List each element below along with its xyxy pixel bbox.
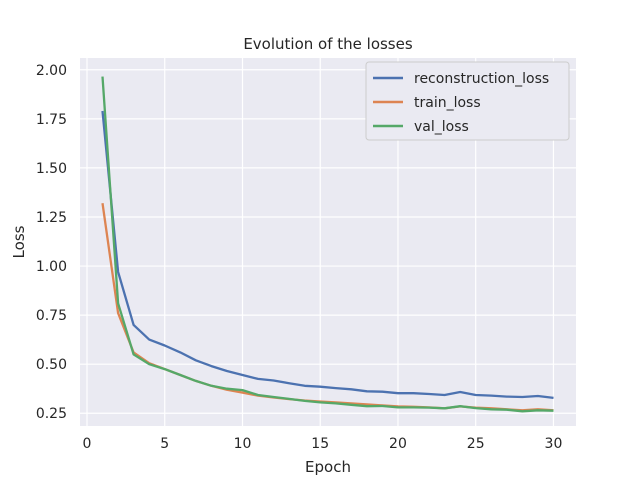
y-tick-label: 1.75 bbox=[36, 112, 67, 128]
x-axis-label: Epoch bbox=[305, 458, 351, 476]
legend-label-val-loss: val_loss bbox=[414, 119, 469, 135]
series-lines bbox=[101, 76, 554, 413]
x-tick-label: 10 bbox=[234, 436, 252, 452]
chart-title: Evolution of the losses bbox=[243, 35, 413, 53]
y-tick-labels: 0.25 0.50 0.75 1.00 1.25 1.50 1.75 2.00 bbox=[36, 63, 67, 422]
y-axis-label: Loss bbox=[10, 225, 28, 258]
legend-box bbox=[365, 61, 570, 141]
y-tick-label: 1.00 bbox=[36, 259, 67, 275]
x-tick-label: 15 bbox=[311, 436, 329, 452]
legend: reconstruction_loss train_loss val_loss bbox=[365, 61, 570, 141]
legend-label-reconstruction-loss: reconstruction_loss bbox=[414, 71, 549, 87]
x-tick-label: 30 bbox=[545, 436, 563, 452]
y-tick-label: 2.00 bbox=[36, 63, 67, 79]
y-tick-label: 1.50 bbox=[36, 161, 67, 177]
x-tick-label: 20 bbox=[389, 436, 407, 452]
y-tick-label: 0.25 bbox=[36, 406, 67, 422]
legend-label-train-loss: train_loss bbox=[414, 95, 481, 111]
y-tick-label: 0.75 bbox=[36, 308, 67, 324]
y-tick-label: 0.50 bbox=[36, 357, 67, 373]
x-tick-label: 25 bbox=[467, 436, 485, 452]
series-line-reconstruction-loss bbox=[101, 110, 554, 400]
series-line-val-loss bbox=[101, 76, 554, 413]
x-tick-label: 0 bbox=[83, 436, 92, 452]
x-tick-labels: 0 5 10 15 20 25 30 bbox=[83, 436, 563, 452]
grid bbox=[80, 58, 576, 426]
y-tick-label: 1.25 bbox=[36, 210, 67, 226]
x-tick-label: 5 bbox=[160, 436, 169, 452]
